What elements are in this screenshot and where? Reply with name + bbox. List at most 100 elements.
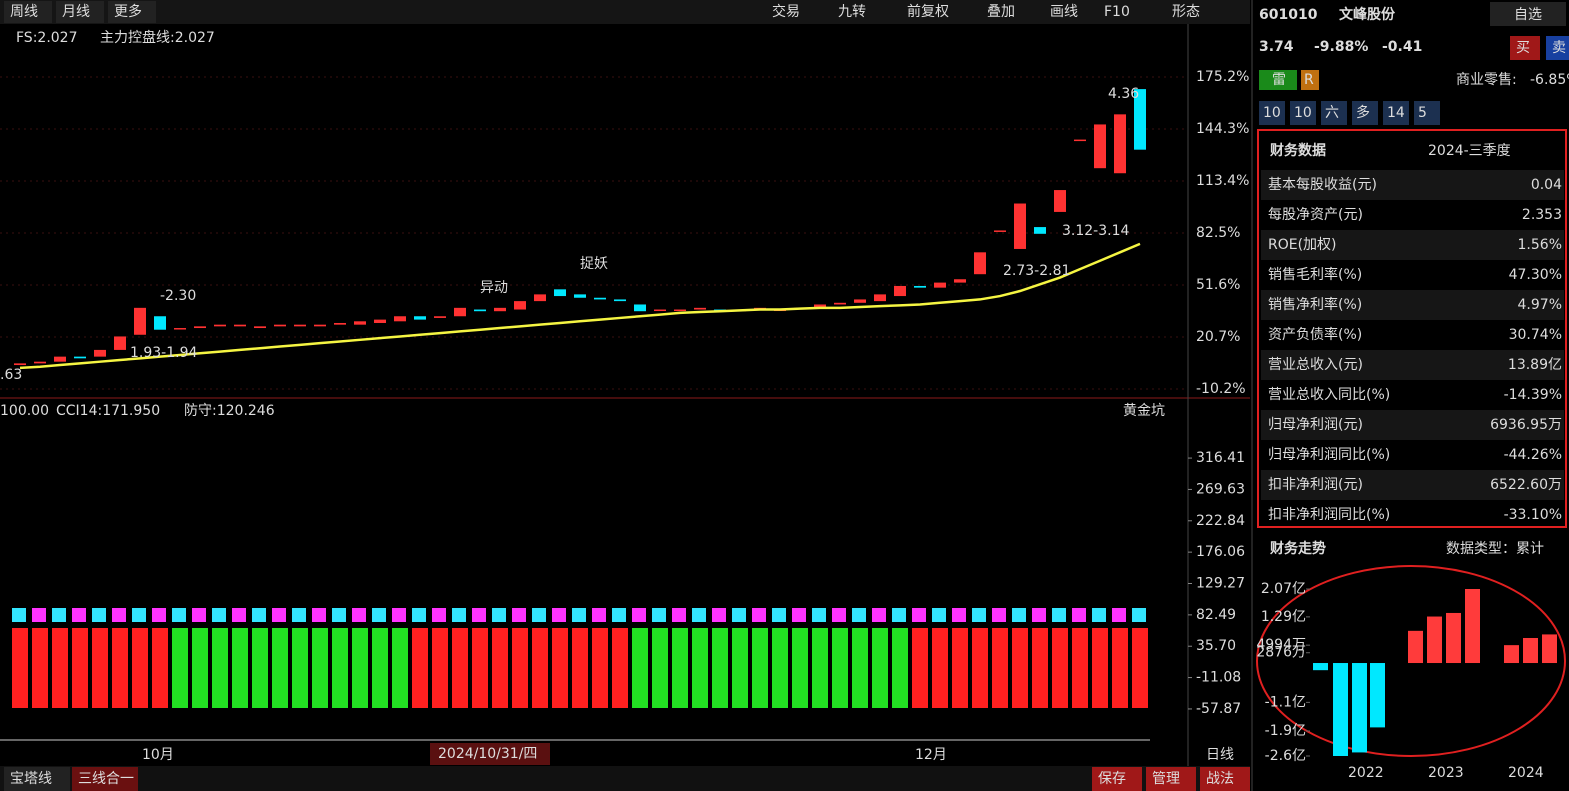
indicator-band xyxy=(252,608,266,622)
tab-label[interactable]: 10 xyxy=(1263,105,1281,121)
tab[interactable] xyxy=(1321,101,1347,125)
indicator-band xyxy=(992,608,1006,622)
button[interactable] xyxy=(1490,2,1566,26)
toolbar-button[interactable]: 画线 xyxy=(1050,4,1078,20)
indicator-column xyxy=(832,628,848,708)
candle xyxy=(554,289,566,297)
tab[interactable] xyxy=(1200,767,1250,791)
candle xyxy=(634,304,646,312)
button[interactable] xyxy=(4,1,52,23)
buy-button[interactable]: 买 xyxy=(1516,40,1530,56)
y-tick-label: 316.41 xyxy=(1196,450,1245,466)
tab[interactable] xyxy=(4,767,70,791)
candle xyxy=(294,324,306,327)
indicator-column xyxy=(952,628,968,708)
tab[interactable] xyxy=(1259,101,1285,125)
indicator-column xyxy=(972,628,988,708)
tab[interactable] xyxy=(1352,101,1378,125)
button[interactable] xyxy=(1510,36,1540,60)
toolbar-button[interactable]: 九转 xyxy=(838,4,866,20)
watch-button[interactable]: 自选 xyxy=(1514,7,1542,23)
tab[interactable] xyxy=(1383,101,1409,125)
row-label: 扣非净利润(元) xyxy=(1268,477,1363,493)
toolbar-button[interactable]: 交易 xyxy=(772,3,800,20)
y-tick-label: 35.70 xyxy=(1196,638,1236,654)
indicator-column xyxy=(1032,628,1048,708)
indicator-column xyxy=(1052,628,1068,708)
indicator-band xyxy=(412,608,426,622)
tab[interactable] xyxy=(1146,767,1196,791)
tab[interactable] xyxy=(1290,101,1316,125)
toolbar-button[interactable]: 更多 xyxy=(114,3,142,20)
y-tick-label: 1.29亿 xyxy=(1261,609,1306,625)
indicator-band xyxy=(1112,608,1126,622)
toolbar-button[interactable]: F10 xyxy=(1104,4,1130,20)
tab[interactable] xyxy=(1092,767,1142,791)
candle xyxy=(474,309,486,312)
tab-label[interactable]: 三线合一 xyxy=(78,771,134,787)
candle xyxy=(174,328,186,330)
row-label: 基本每股收益(元) xyxy=(1268,176,1377,193)
row-label: ROE(加权) xyxy=(1268,237,1337,253)
indicator-column xyxy=(1092,628,1108,708)
indicator-band xyxy=(492,608,506,622)
button[interactable] xyxy=(56,1,104,23)
candle xyxy=(1094,124,1106,169)
row-bg xyxy=(1261,410,1564,440)
toolbar-button[interactable]: 形态 xyxy=(1172,4,1200,20)
x-tick-label: 2024 xyxy=(1508,765,1544,781)
candle xyxy=(934,282,946,288)
section-title: 财务走势 xyxy=(1269,540,1326,557)
button[interactable] xyxy=(1546,36,1569,60)
toolbar-button[interactable]: 前复权 xyxy=(907,3,949,20)
indicator-band xyxy=(672,608,686,622)
period-select[interactable]: 2024-三季度 xyxy=(1428,143,1511,159)
indicator-band xyxy=(372,608,386,622)
tab-label[interactable]: 保存 xyxy=(1098,771,1126,787)
button[interactable] xyxy=(108,1,156,23)
row-label: 营业总收入(元) xyxy=(1268,357,1363,373)
change: -0.41 xyxy=(1382,39,1422,55)
candle xyxy=(954,279,966,283)
toolbar-button[interactable]: 月线 xyxy=(62,4,90,20)
indicator-band xyxy=(392,608,406,622)
indicator-band xyxy=(912,608,926,622)
indicator-band xyxy=(552,608,566,622)
tab-label[interactable]: 六 xyxy=(1325,105,1339,121)
indicator-band xyxy=(732,608,746,622)
indicator-band xyxy=(692,608,706,622)
bar xyxy=(1370,663,1385,728)
tab-label[interactable]: 多 xyxy=(1356,104,1370,121)
tab-label[interactable]: 10 xyxy=(1294,105,1312,121)
tab[interactable] xyxy=(1414,101,1440,125)
y-tick-label: 2.07亿 xyxy=(1261,581,1306,597)
bar xyxy=(1504,645,1519,664)
tab-label[interactable]: 管理 xyxy=(1152,771,1180,787)
tab[interactable] xyxy=(72,767,138,791)
y-tick-label: 4994万 xyxy=(1256,637,1306,653)
stock-name: 文峰股份 xyxy=(1339,6,1396,23)
tab-label[interactable]: 战法 xyxy=(1206,771,1234,787)
row-value: 30.74% xyxy=(1509,327,1562,343)
y-tick-label: 20.7% xyxy=(1196,329,1240,345)
indicator-column xyxy=(92,628,108,708)
indicator-band xyxy=(612,608,626,622)
toolbar-button[interactable]: 叠加 xyxy=(987,4,1015,20)
indicator-band xyxy=(432,608,446,622)
tab-label[interactable]: 14 xyxy=(1387,105,1405,121)
tab-label[interactable]: 5 xyxy=(1418,105,1427,121)
sell-button[interactable]: 卖 xyxy=(1552,40,1566,56)
indicator-column xyxy=(372,628,388,708)
candle xyxy=(614,299,626,302)
indicator-band xyxy=(752,608,766,622)
candle xyxy=(454,307,466,317)
tab-label[interactable]: 宝塔线 xyxy=(10,771,52,787)
indicator-band xyxy=(272,608,286,622)
toolbar-button[interactable]: 周线 xyxy=(10,4,38,20)
candle xyxy=(434,316,446,318)
bar xyxy=(1542,634,1557,664)
candle xyxy=(114,336,126,350)
candle xyxy=(514,301,526,310)
row-label: 归母净利润(元) xyxy=(1268,416,1363,433)
